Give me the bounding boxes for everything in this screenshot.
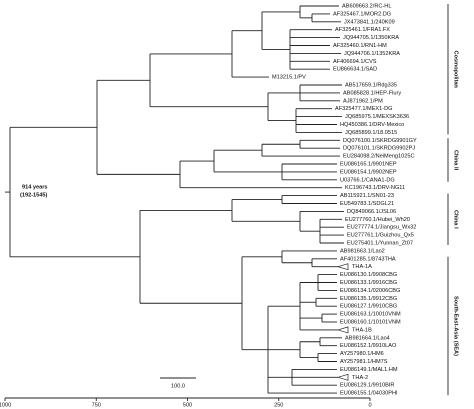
leaf-label: DQ076101.1/SKRDG9902PJ xyxy=(343,146,415,152)
leaf-label: DQ849066.1/JSL06 xyxy=(347,209,396,215)
axis-tick-label: 500 xyxy=(183,402,192,408)
leaf-label: JQ685899.1/18.0515 xyxy=(345,130,397,136)
node-interval: (192-1545) xyxy=(20,193,48,199)
clade-label: China I xyxy=(453,210,459,229)
leaf-label: M13215.1/PV xyxy=(272,75,306,81)
leaf-label: THA-2 xyxy=(352,375,368,381)
collapsed-clade xyxy=(336,326,349,334)
leaf-label: EU086133.1/9916CBG xyxy=(340,280,397,286)
leaf-label: JQ944705.1/1350KRA xyxy=(343,35,399,41)
clade-label: China II xyxy=(453,150,459,171)
leaf-label: EU086127.1/9910CBG xyxy=(340,304,397,310)
leaf-label: AF325467.1/MOR2.DG xyxy=(333,11,391,17)
leaf-label: EU086149.1/MAL1.HM xyxy=(340,367,398,373)
leaf-label: AY257981.1/HM7S xyxy=(340,359,388,365)
leaf-label: AB609663.2/RC-HL xyxy=(342,3,391,9)
leaf-label: EU086130.1/9908CBG xyxy=(340,272,397,278)
leaf-label: HQ450386.1/DRV-Mexico xyxy=(340,122,404,128)
leaf-label: U03766.1/CANA1-DG xyxy=(340,177,395,183)
node-age: 914 years xyxy=(22,185,48,191)
leaf-label: EU086152.1/9910LAO xyxy=(340,343,397,349)
leaf-label: JX473841.1/240K09 xyxy=(344,19,395,25)
leaf-label: EU086163.1/10010VNM xyxy=(340,312,401,318)
leaf-label: AB517659.1/Rdg335 xyxy=(345,82,397,88)
branches xyxy=(9,5,349,394)
leaf-label: EU866634.1/SAD xyxy=(333,67,377,73)
leaf-label: EU086134.1/02006CBG xyxy=(340,288,400,294)
leaf-label: EU086135.1/9912CBG xyxy=(340,296,397,302)
axis-tick-label: 1000 xyxy=(0,402,11,408)
leaf-label: KC196743.1/DRV-NG11 xyxy=(345,185,405,191)
leaf-label: AB981664.1/Lao4 xyxy=(345,335,390,341)
leaf-label: JQ944706.1/1352KRA xyxy=(344,51,400,57)
leaf-label: AF325477.1/MEX1-DG xyxy=(335,106,393,112)
collapsed-clade xyxy=(336,263,349,271)
leaf-label: EU086165.1/9901NEP xyxy=(340,161,397,167)
leaf-label: EU086155.1/04030PHI xyxy=(340,391,398,397)
leaf-label: AJ871962.1/PM xyxy=(343,98,383,104)
axis-tick-label: 750 xyxy=(92,402,101,408)
leaf-label: THA-1A xyxy=(352,264,372,270)
leaf-label: EU277761.1/Guizhou_Qx5 xyxy=(347,233,414,239)
leaf-label: EU275401.1/Yunnan_Zt07 xyxy=(347,240,413,246)
leaf-label: DQ076100.1/SKRDG9901GY xyxy=(343,138,417,144)
leaf-label: EU277760.1/Hubei_Wh20 xyxy=(345,217,410,223)
leaf-label: THA-1B xyxy=(352,327,372,333)
leaf-label: EU549783.1/SDGL21 xyxy=(340,201,394,207)
leaf-label: AF325461.1/FRA1.FX xyxy=(335,27,390,33)
leaf-label: AB981663.1/Lao2 xyxy=(340,248,385,254)
leaf-label: AF401285.1/8743THA xyxy=(340,256,396,262)
clade-label: South-East-Asia (SEA) xyxy=(453,296,459,356)
axis-tick-label: 250 xyxy=(274,402,283,408)
leaf-label: AY257980.1/HM6 xyxy=(340,351,384,357)
leaf-label: EU086154.1/9902NEP xyxy=(340,169,397,175)
leaf-label: AB085828.1/HEP-Flury xyxy=(343,90,401,96)
leaf-label: AF325460.1/RN1-HM xyxy=(333,43,387,49)
clade-label: Cosmopolitan xyxy=(453,51,459,89)
collapsed-clade xyxy=(336,373,349,381)
axis-tick-label: 0 xyxy=(368,402,371,408)
scale-bar-label: 100.0 xyxy=(171,383,185,389)
leaf-label: EU284098.2/NeiMeng1025C xyxy=(343,154,415,160)
leaf-label: EU086129.1/9910BIR xyxy=(340,383,394,389)
leaf-label: AF406694.1/CVS xyxy=(333,59,377,65)
leaf-label: JQ685975.1/MEXSK3636 xyxy=(345,114,409,120)
leaf-label: EU086160.1/10101VNM xyxy=(340,319,401,325)
leaf-label: EU277774.1/Jiangsu_Wx32 xyxy=(347,225,416,231)
leaf-label: AB115921.1/SN01-23 xyxy=(340,193,394,199)
